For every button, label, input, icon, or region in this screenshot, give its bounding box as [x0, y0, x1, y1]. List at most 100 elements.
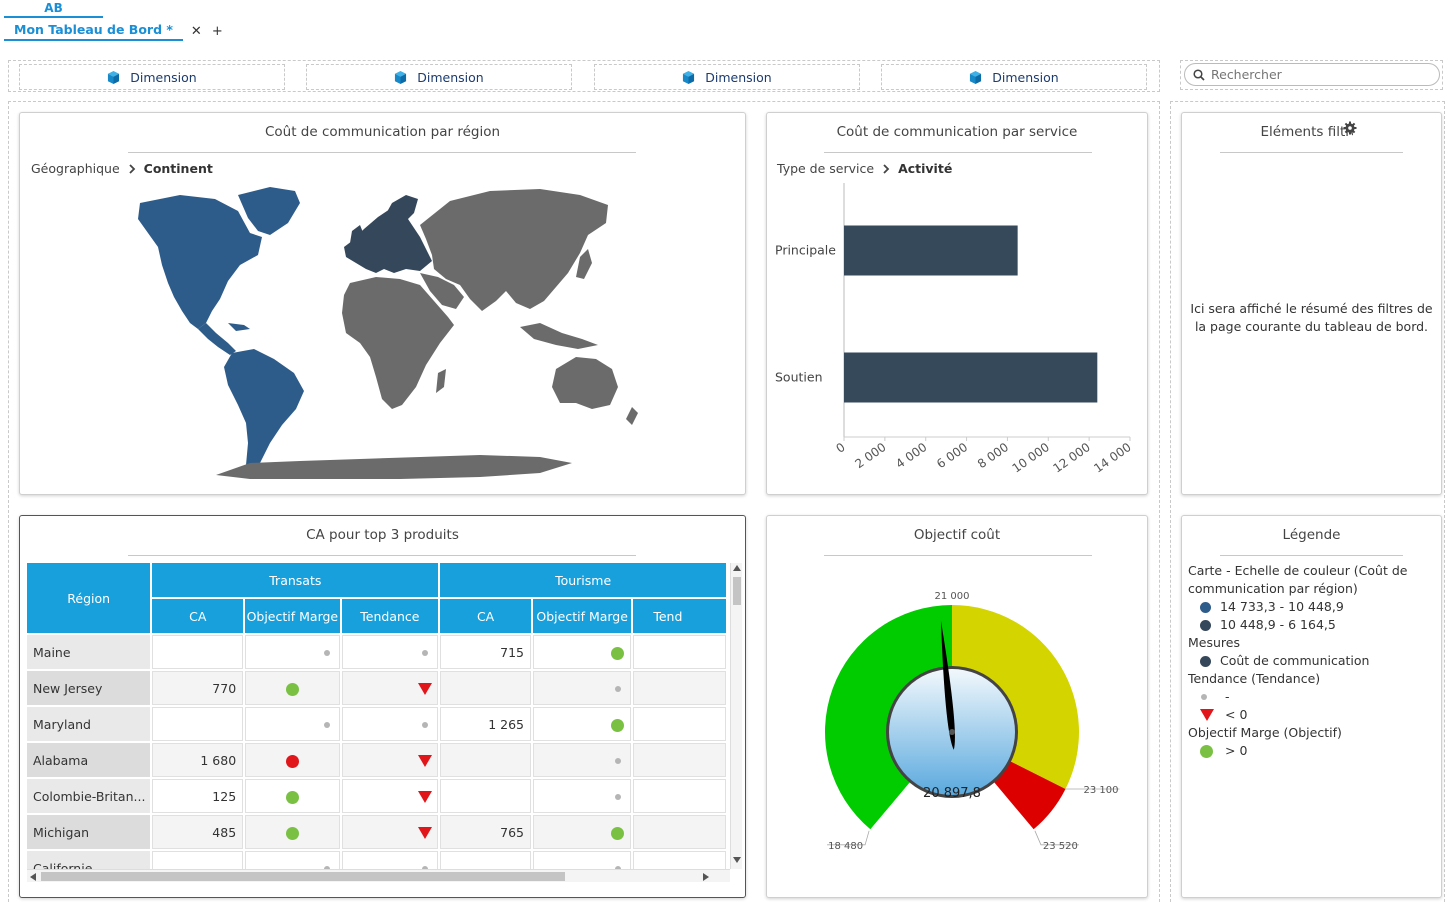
ca-cell[interactable]: 1 265	[440, 707, 531, 741]
objectif-cell[interactable]	[532, 635, 632, 669]
table-row[interactable]: Maryland 1 265	[27, 707, 726, 741]
crosstab[interactable]: Région Transats Tourisme CA Objectif Mar…	[27, 563, 730, 869]
ca-cell[interactable]	[440, 851, 531, 869]
tendance-cell[interactable]	[341, 815, 439, 849]
objectif-cell[interactable]	[245, 851, 340, 869]
map-region-uk[interactable]	[350, 225, 364, 245]
region-cell[interactable]: Maryland	[27, 707, 151, 741]
map-region-asia[interactable]	[420, 189, 608, 311]
map-region-scandinavia[interactable]	[382, 195, 418, 231]
tendance-cell[interactable]	[341, 671, 439, 705]
tendance-cell[interactable]	[341, 707, 439, 741]
subcol-header-objectif-marge[interactable]: Objectif Marge	[245, 599, 340, 633]
objectif-cell[interactable]	[245, 635, 340, 669]
map-region-central-america[interactable]	[198, 323, 236, 355]
map-region-middle-east[interactable]	[420, 273, 464, 309]
search-box[interactable]	[1184, 63, 1440, 86]
ca-cell[interactable]: 485	[152, 815, 244, 849]
objectif-cell[interactable]	[245, 815, 340, 849]
tendance-cell[interactable]	[633, 671, 726, 705]
tendance-cell[interactable]	[633, 707, 726, 741]
vertical-scrollbar[interactable]	[730, 563, 742, 869]
table-panel[interactable]: CA pour top 3 produits Région Transats T…	[19, 515, 746, 898]
gear-icon[interactable]	[1343, 121, 1357, 135]
map-region-japan[interactable]	[576, 249, 592, 279]
bar-principale[interactable]	[844, 225, 1018, 276]
map-region-greenland[interactable]	[238, 187, 300, 235]
map-region-europe[interactable]	[344, 209, 432, 273]
tendance-cell[interactable]	[341, 851, 439, 869]
scroll-right-icon[interactable]	[703, 873, 709, 881]
table-row[interactable]: Maine 715	[27, 635, 726, 669]
region-cell[interactable]: Maine	[27, 635, 151, 669]
region-cell[interactable]: Californie	[27, 851, 151, 869]
ca-cell[interactable]	[440, 779, 531, 813]
dimension-slot-3[interactable]: Dimension	[594, 64, 860, 90]
ca-cell[interactable]	[440, 743, 531, 777]
ca-cell[interactable]: 125	[152, 779, 244, 813]
tendance-cell[interactable]	[341, 779, 439, 813]
document-tab[interactable]: Mon Tableau de Bord * ✕ +	[4, 21, 223, 41]
col-header-region[interactable]: Région	[27, 563, 151, 633]
ca-cell[interactable]	[440, 671, 531, 705]
objectif-cell[interactable]	[532, 743, 632, 777]
objectif-cell[interactable]	[532, 815, 632, 849]
objectif-cell[interactable]	[245, 671, 340, 705]
workspace-tab[interactable]: AB	[4, 0, 103, 18]
ca-cell[interactable]: 770	[152, 671, 244, 705]
objectif-cell[interactable]	[245, 779, 340, 813]
region-cell[interactable]: New Jersey	[27, 671, 151, 705]
ca-cell[interactable]	[152, 635, 244, 669]
dimension-slot-2[interactable]: Dimension	[306, 64, 572, 90]
map-region-north-america[interactable]	[138, 195, 262, 329]
ca-cell[interactable]: 1 680	[152, 743, 244, 777]
document-tab-label[interactable]: Mon Tableau de Bord *	[4, 21, 183, 41]
map-region-antarctica[interactable]	[216, 455, 572, 479]
subcol-header-ca[interactable]: CA	[440, 599, 531, 633]
tendance-cell[interactable]	[341, 743, 439, 777]
group-header-transats[interactable]: Transats	[152, 563, 439, 597]
scroll-left-icon[interactable]	[30, 873, 36, 881]
ca-cell[interactable]	[152, 707, 244, 741]
table-row[interactable]: Californie	[27, 851, 726, 869]
table-row[interactable]: Colombie-Britan... 125	[27, 779, 726, 813]
tendance-cell[interactable]	[633, 851, 726, 869]
region-cell[interactable]: Alabama	[27, 743, 151, 777]
gauge-panel[interactable]: Objectif coût 20 897,8 18 480 21 000 23 100…	[766, 515, 1148, 898]
region-cell[interactable]: Colombie-Britan...	[27, 779, 151, 813]
subcol-header-objectif-marge[interactable]: Objectif Marge	[532, 599, 632, 633]
world-map[interactable]	[120, 173, 640, 483]
objectif-cell[interactable]	[245, 743, 340, 777]
map-region-madagascar[interactable]	[436, 369, 446, 393]
tendance-cell[interactable]	[633, 635, 726, 669]
table-row[interactable]: Alabama 1 680	[27, 743, 726, 777]
search-input[interactable]	[1211, 67, 1421, 82]
ca-cell[interactable]: 715	[440, 635, 531, 669]
breadcrumb-root[interactable]: Type de service	[777, 161, 875, 176]
subcol-header-tendance[interactable]: Tend	[633, 599, 726, 633]
scrollbar-thumb[interactable]	[733, 577, 741, 605]
subcol-header-tendance[interactable]: Tendance	[341, 599, 439, 633]
gauge-band-2[interactable]	[952, 605, 1079, 789]
objectif-cell[interactable]	[532, 779, 632, 813]
objectif-cell[interactable]	[532, 671, 632, 705]
map-region-southeast-asia[interactable]	[520, 323, 598, 349]
tendance-cell[interactable]	[341, 635, 439, 669]
map-region-africa[interactable]	[342, 277, 454, 409]
tendance-cell[interactable]	[633, 743, 726, 777]
breadcrumb-root[interactable]: Géographique	[31, 161, 120, 176]
tendance-cell[interactable]	[633, 779, 726, 813]
tendance-cell[interactable]	[633, 815, 726, 849]
bar-soutien[interactable]	[844, 352, 1098, 403]
close-tab-icon[interactable]: ✕	[190, 23, 202, 39]
dimension-slot-4[interactable]: Dimension	[881, 64, 1147, 90]
ca-cell[interactable]: 765	[440, 815, 531, 849]
region-cell[interactable]: Michigan	[27, 815, 151, 849]
map-region-caribbean[interactable]	[228, 323, 250, 331]
objectif-cell[interactable]	[532, 851, 632, 869]
ca-cell[interactable]	[152, 851, 244, 869]
group-header-tourisme[interactable]: Tourisme	[440, 563, 726, 597]
map-region-south-america[interactable]	[224, 349, 304, 473]
map-panel[interactable]: Coût de communication par région Géograp…	[19, 112, 746, 495]
scroll-down-icon[interactable]	[733, 857, 741, 863]
